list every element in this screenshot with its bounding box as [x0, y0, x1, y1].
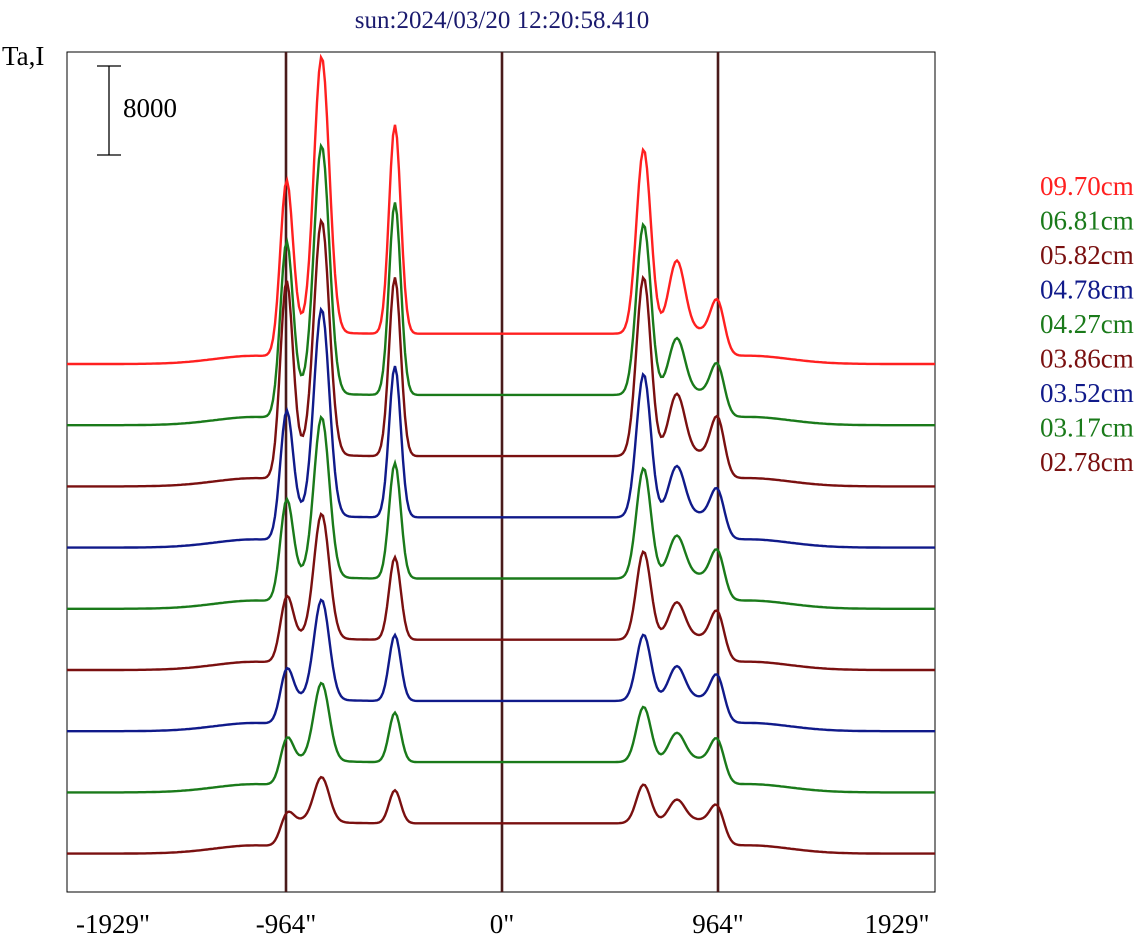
legend-item-03.86cm: 03.86cm: [1040, 344, 1134, 374]
series-line-04.27cm: [67, 414, 935, 610]
legend-item-03.17cm: 03.17cm: [1040, 413, 1134, 443]
series-line-05.82cm: [67, 217, 935, 488]
series-line-06.81cm: [67, 142, 935, 427]
series-line-02.78cm: [67, 775, 935, 855]
legend-item-04.78cm: 04.78cm: [1040, 275, 1134, 305]
legend-item-06.81cm: 06.81cm: [1040, 206, 1134, 236]
legend-item-09.70cm: 09.70cm: [1040, 171, 1134, 201]
x-tick-label-0: -1929": [76, 909, 150, 939]
legend-item-03.52cm: 03.52cm: [1040, 378, 1134, 408]
y-axis-label: Ta,I: [2, 41, 44, 71]
x-tick-label-4: 1929": [864, 909, 929, 939]
series-line-03.17cm: [67, 681, 935, 794]
scale-bar: 8000: [97, 65, 177, 156]
series-line-03.86cm: [67, 512, 935, 672]
x-tick-label-3: 964": [692, 909, 744, 939]
x-tick-labels: -1929" -964" 0" 964" 1929": [76, 909, 930, 939]
x-tick-label-2: 0": [490, 909, 515, 939]
legend-item-04.27cm: 04.27cm: [1040, 309, 1134, 339]
scale-bar-label: 8000: [123, 93, 177, 123]
series-line-04.78cm: [67, 306, 935, 549]
vertical-reference-lines: [284, 52, 720, 892]
legend-item-02.78cm: 02.78cm: [1040, 447, 1134, 477]
series-line-09.70cm: [67, 53, 935, 366]
legend: 09.70cm 06.81cm 05.82cm 04.78cm 04.27cm 03.86…: [1040, 171, 1134, 477]
x-tick-label-1: -964": [256, 909, 317, 939]
series-group: [67, 53, 935, 855]
legend-item-05.82cm: 05.82cm: [1040, 240, 1134, 270]
series-line-03.52cm: [67, 598, 935, 733]
chart-title: sun:2024/03/20 12:20:58.410: [355, 7, 649, 34]
